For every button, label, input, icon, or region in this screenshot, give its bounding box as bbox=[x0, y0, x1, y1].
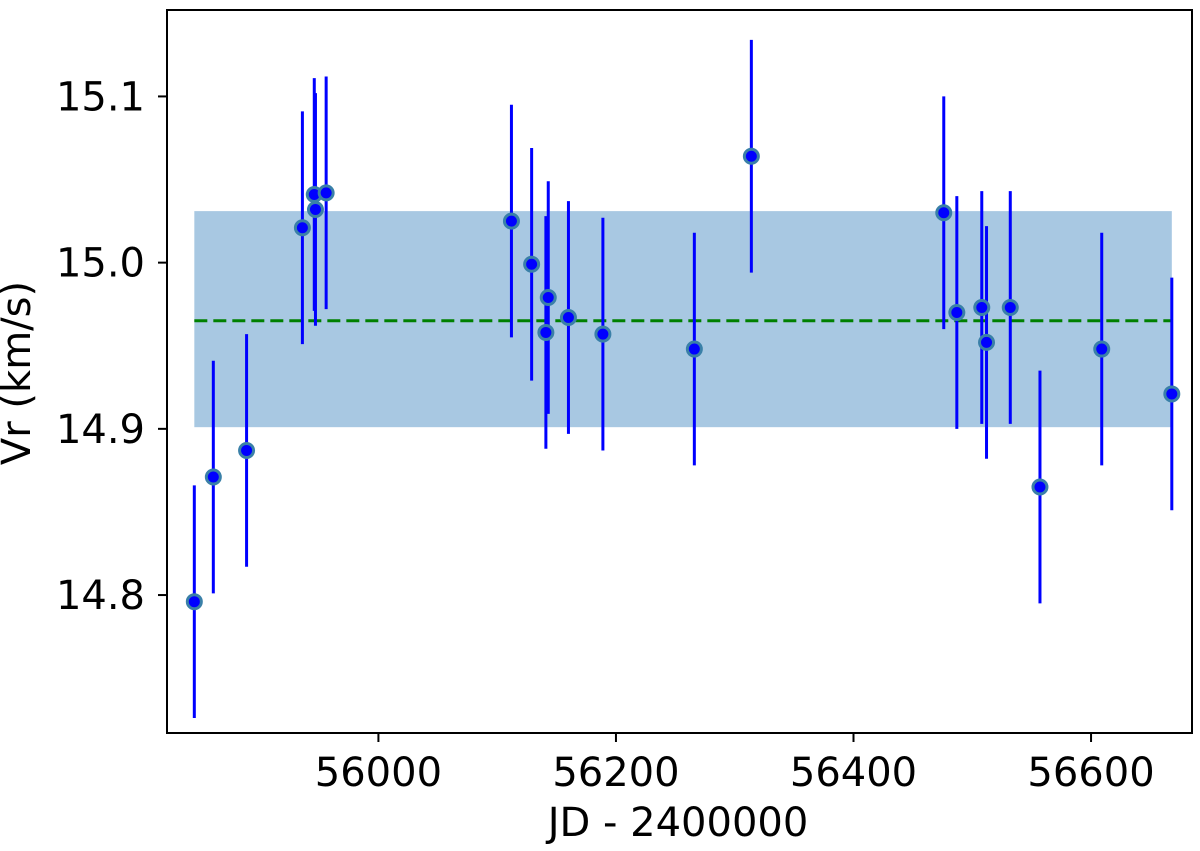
data-point bbox=[685, 340, 703, 358]
x-tick-label: 56200 bbox=[552, 750, 679, 796]
data-point bbox=[1031, 478, 1049, 496]
data-point bbox=[1093, 340, 1111, 358]
x-tick-label: 56000 bbox=[315, 750, 442, 796]
std-dev-band bbox=[194, 211, 1172, 428]
data-point bbox=[935, 204, 953, 222]
data-point bbox=[293, 219, 311, 237]
data-point bbox=[185, 593, 203, 611]
data-point bbox=[978, 333, 996, 351]
y-tick-label: 15.0 bbox=[56, 241, 145, 287]
data-point bbox=[502, 212, 520, 230]
y-tick-label: 14.8 bbox=[56, 573, 145, 619]
plot-area bbox=[185, 39, 1181, 719]
data-point bbox=[523, 255, 541, 273]
data-point bbox=[948, 303, 966, 321]
y-tick-label: 14.9 bbox=[56, 407, 145, 453]
data-point bbox=[594, 325, 612, 343]
y-tick-label: 15.1 bbox=[56, 74, 145, 120]
x-tick-label: 56600 bbox=[1027, 750, 1154, 796]
data-point bbox=[973, 299, 991, 317]
data-point bbox=[539, 289, 557, 307]
x-tick-label: 56400 bbox=[790, 750, 917, 796]
data-point bbox=[238, 441, 256, 459]
plot-frame bbox=[166, 9, 1193, 734]
data-point bbox=[317, 184, 335, 202]
data-point bbox=[1163, 385, 1181, 403]
axes: 56000 56200 56400 56600 14.8 14.9 15.0 15.1 bbox=[56, 9, 1193, 796]
data-point bbox=[537, 323, 555, 341]
data-point bbox=[559, 308, 577, 326]
data-point bbox=[204, 468, 222, 486]
y-axis-label: Vr (km/s) bbox=[0, 281, 40, 465]
data-point bbox=[306, 200, 324, 218]
x-axis-label: JD - 2400000 bbox=[545, 800, 809, 846]
data-point bbox=[1001, 299, 1019, 317]
data-point bbox=[742, 147, 760, 165]
